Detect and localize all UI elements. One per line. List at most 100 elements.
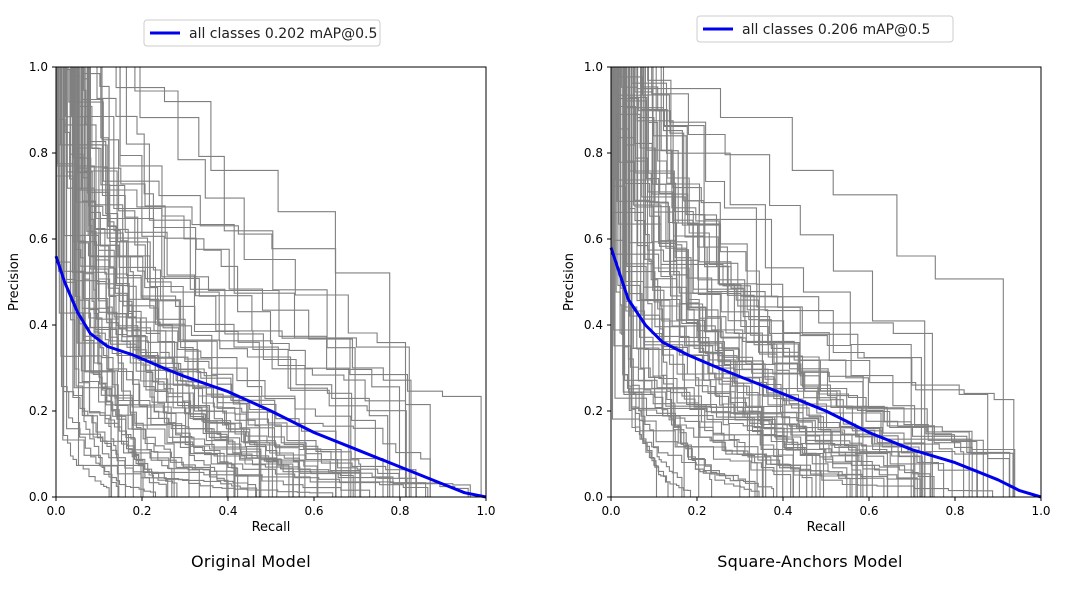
class-pr-curve xyxy=(625,67,794,497)
plot-frame xyxy=(55,66,487,498)
chart-square-anchors-model: 0.0 0.2 0.4 0.6 0.8 1.0 0.0 0.2 0.4 0.6 0.8 1.0 Re… xyxy=(562,15,1051,571)
class-pr-curve xyxy=(618,67,784,497)
class-pr-curve xyxy=(611,67,978,497)
class-pr-curve xyxy=(66,67,371,497)
class-pr-curve xyxy=(75,67,113,497)
class-pr-curve xyxy=(622,67,1014,497)
class-pr-curve xyxy=(617,66,933,497)
chart-original-model: 0.0 0.2 0.4 0.6 0.8 1.0 0.0 0.2 0.4 0.6 0.8 1.0 Re… xyxy=(7,19,496,571)
class-pr-curve xyxy=(63,67,352,497)
class-pr-curve xyxy=(56,67,257,497)
y-tick-label: 0.6 xyxy=(584,232,603,246)
class-pr-curve xyxy=(616,67,1011,497)
class-pr-curve xyxy=(57,67,337,497)
y-tick-label: 0.4 xyxy=(29,318,48,332)
class-pr-curve xyxy=(630,67,792,497)
class-pr-curve xyxy=(643,67,756,497)
x-tick-label: 0.4 xyxy=(218,504,237,518)
per-class-curves xyxy=(611,66,1016,497)
class-pr-curve xyxy=(89,67,258,497)
class-pr-curve xyxy=(611,67,921,497)
class-pr-curve xyxy=(79,67,469,497)
class-pr-curve xyxy=(628,67,921,497)
class-pr-curve xyxy=(80,67,412,497)
x-tick-label: 0.4 xyxy=(773,504,792,518)
class-pr-curve xyxy=(89,67,361,497)
class-pr-curve xyxy=(628,67,775,497)
y-tick-label: 1.0 xyxy=(29,60,48,74)
legend-entry: all classes 0.202 mAP@0.5 xyxy=(189,26,377,42)
x-tick-label: 0.8 xyxy=(390,504,409,518)
x-tick-label: 1.0 xyxy=(476,504,495,518)
class-pr-curve xyxy=(82,67,112,497)
x-tick-label: 0.0 xyxy=(601,504,620,518)
y-axis-ticks: 0.0 0.2 0.4 0.6 0.8 1.0 xyxy=(29,60,56,504)
class-pr-curve xyxy=(618,67,922,497)
class-pr-curve xyxy=(59,67,431,497)
class-pr-curve xyxy=(71,67,273,497)
class-pr-curve xyxy=(640,67,760,497)
y-tick-label: 0.0 xyxy=(584,490,603,504)
y-tick-label: 0.4 xyxy=(584,318,603,332)
x-tick-label: 0.2 xyxy=(132,504,151,518)
class-pr-curve xyxy=(87,67,142,497)
y-tick-label: 0.2 xyxy=(584,404,603,418)
x-tick-label: 0.6 xyxy=(304,504,323,518)
class-pr-curve xyxy=(614,67,984,497)
class-pr-curve xyxy=(79,67,342,497)
class-pr-curve xyxy=(613,67,1015,497)
class-pr-curve xyxy=(76,67,318,497)
class-pr-curve xyxy=(64,66,391,497)
legend: all classes 0.202 mAP@0.5 xyxy=(143,19,381,47)
y-axis-label: Precision xyxy=(562,253,577,311)
class-pr-curve xyxy=(640,67,778,497)
legend: all classes 0.206 mAP@0.5 xyxy=(696,15,954,43)
y-tick-label: 0.8 xyxy=(29,146,48,160)
class-pr-curve xyxy=(63,67,482,497)
y-tick-label: 0.8 xyxy=(584,146,603,160)
class-pr-curve xyxy=(60,67,427,497)
x-tick-label: 0.2 xyxy=(687,504,706,518)
class-pr-curve xyxy=(619,66,978,497)
class-pr-curve xyxy=(84,67,354,497)
chart-caption: Original Model xyxy=(191,552,311,571)
class-pr-curve xyxy=(618,67,794,497)
class-pr-curve xyxy=(642,67,1004,497)
class-pr-curve xyxy=(618,66,853,497)
class-pr-curve xyxy=(63,67,229,497)
class-pr-curve xyxy=(611,67,674,497)
mean-pr-curve xyxy=(54,255,487,499)
class-pr-curve xyxy=(63,67,110,497)
class-pr-curve xyxy=(83,67,120,497)
class-pr-curve xyxy=(68,67,337,497)
class-pr-curve xyxy=(611,67,1016,497)
y-tick-label: 0.2 xyxy=(29,404,48,418)
per-class-curves xyxy=(55,66,482,497)
class-pr-curve xyxy=(618,67,700,497)
class-pr-curve xyxy=(77,67,471,497)
class-pr-curve xyxy=(634,67,926,497)
class-pr-curve xyxy=(72,67,294,497)
y-tick-label: 1.0 xyxy=(584,60,603,74)
class-pr-curve xyxy=(73,67,319,497)
class-pr-curve xyxy=(641,67,989,497)
class-pr-curve xyxy=(631,67,669,497)
class-pr-curve xyxy=(629,67,800,497)
class-pr-curve xyxy=(614,67,932,497)
class-pr-curve xyxy=(624,67,885,497)
x-tick-label: 1.0 xyxy=(1031,504,1050,518)
class-pr-curve xyxy=(619,67,683,497)
class-pr-curve xyxy=(622,67,889,497)
x-axis-ticks: 0.0 0.2 0.4 0.6 0.8 1.0 xyxy=(46,497,496,518)
class-pr-curve xyxy=(81,67,200,497)
class-pr-curve xyxy=(80,67,410,497)
class-pr-curve xyxy=(613,67,851,497)
legend-entry: all classes 0.206 mAP@0.5 xyxy=(742,22,930,38)
class-pr-curve xyxy=(70,67,401,497)
y-axis-ticks: 0.0 0.2 0.4 0.6 0.8 1.0 xyxy=(584,60,611,504)
mean-pr-curve xyxy=(609,247,1042,499)
class-pr-curve xyxy=(611,67,862,497)
class-pr-curve xyxy=(60,67,126,497)
y-tick-label: 0.0 xyxy=(29,490,48,504)
class-pr-curve xyxy=(58,67,394,497)
